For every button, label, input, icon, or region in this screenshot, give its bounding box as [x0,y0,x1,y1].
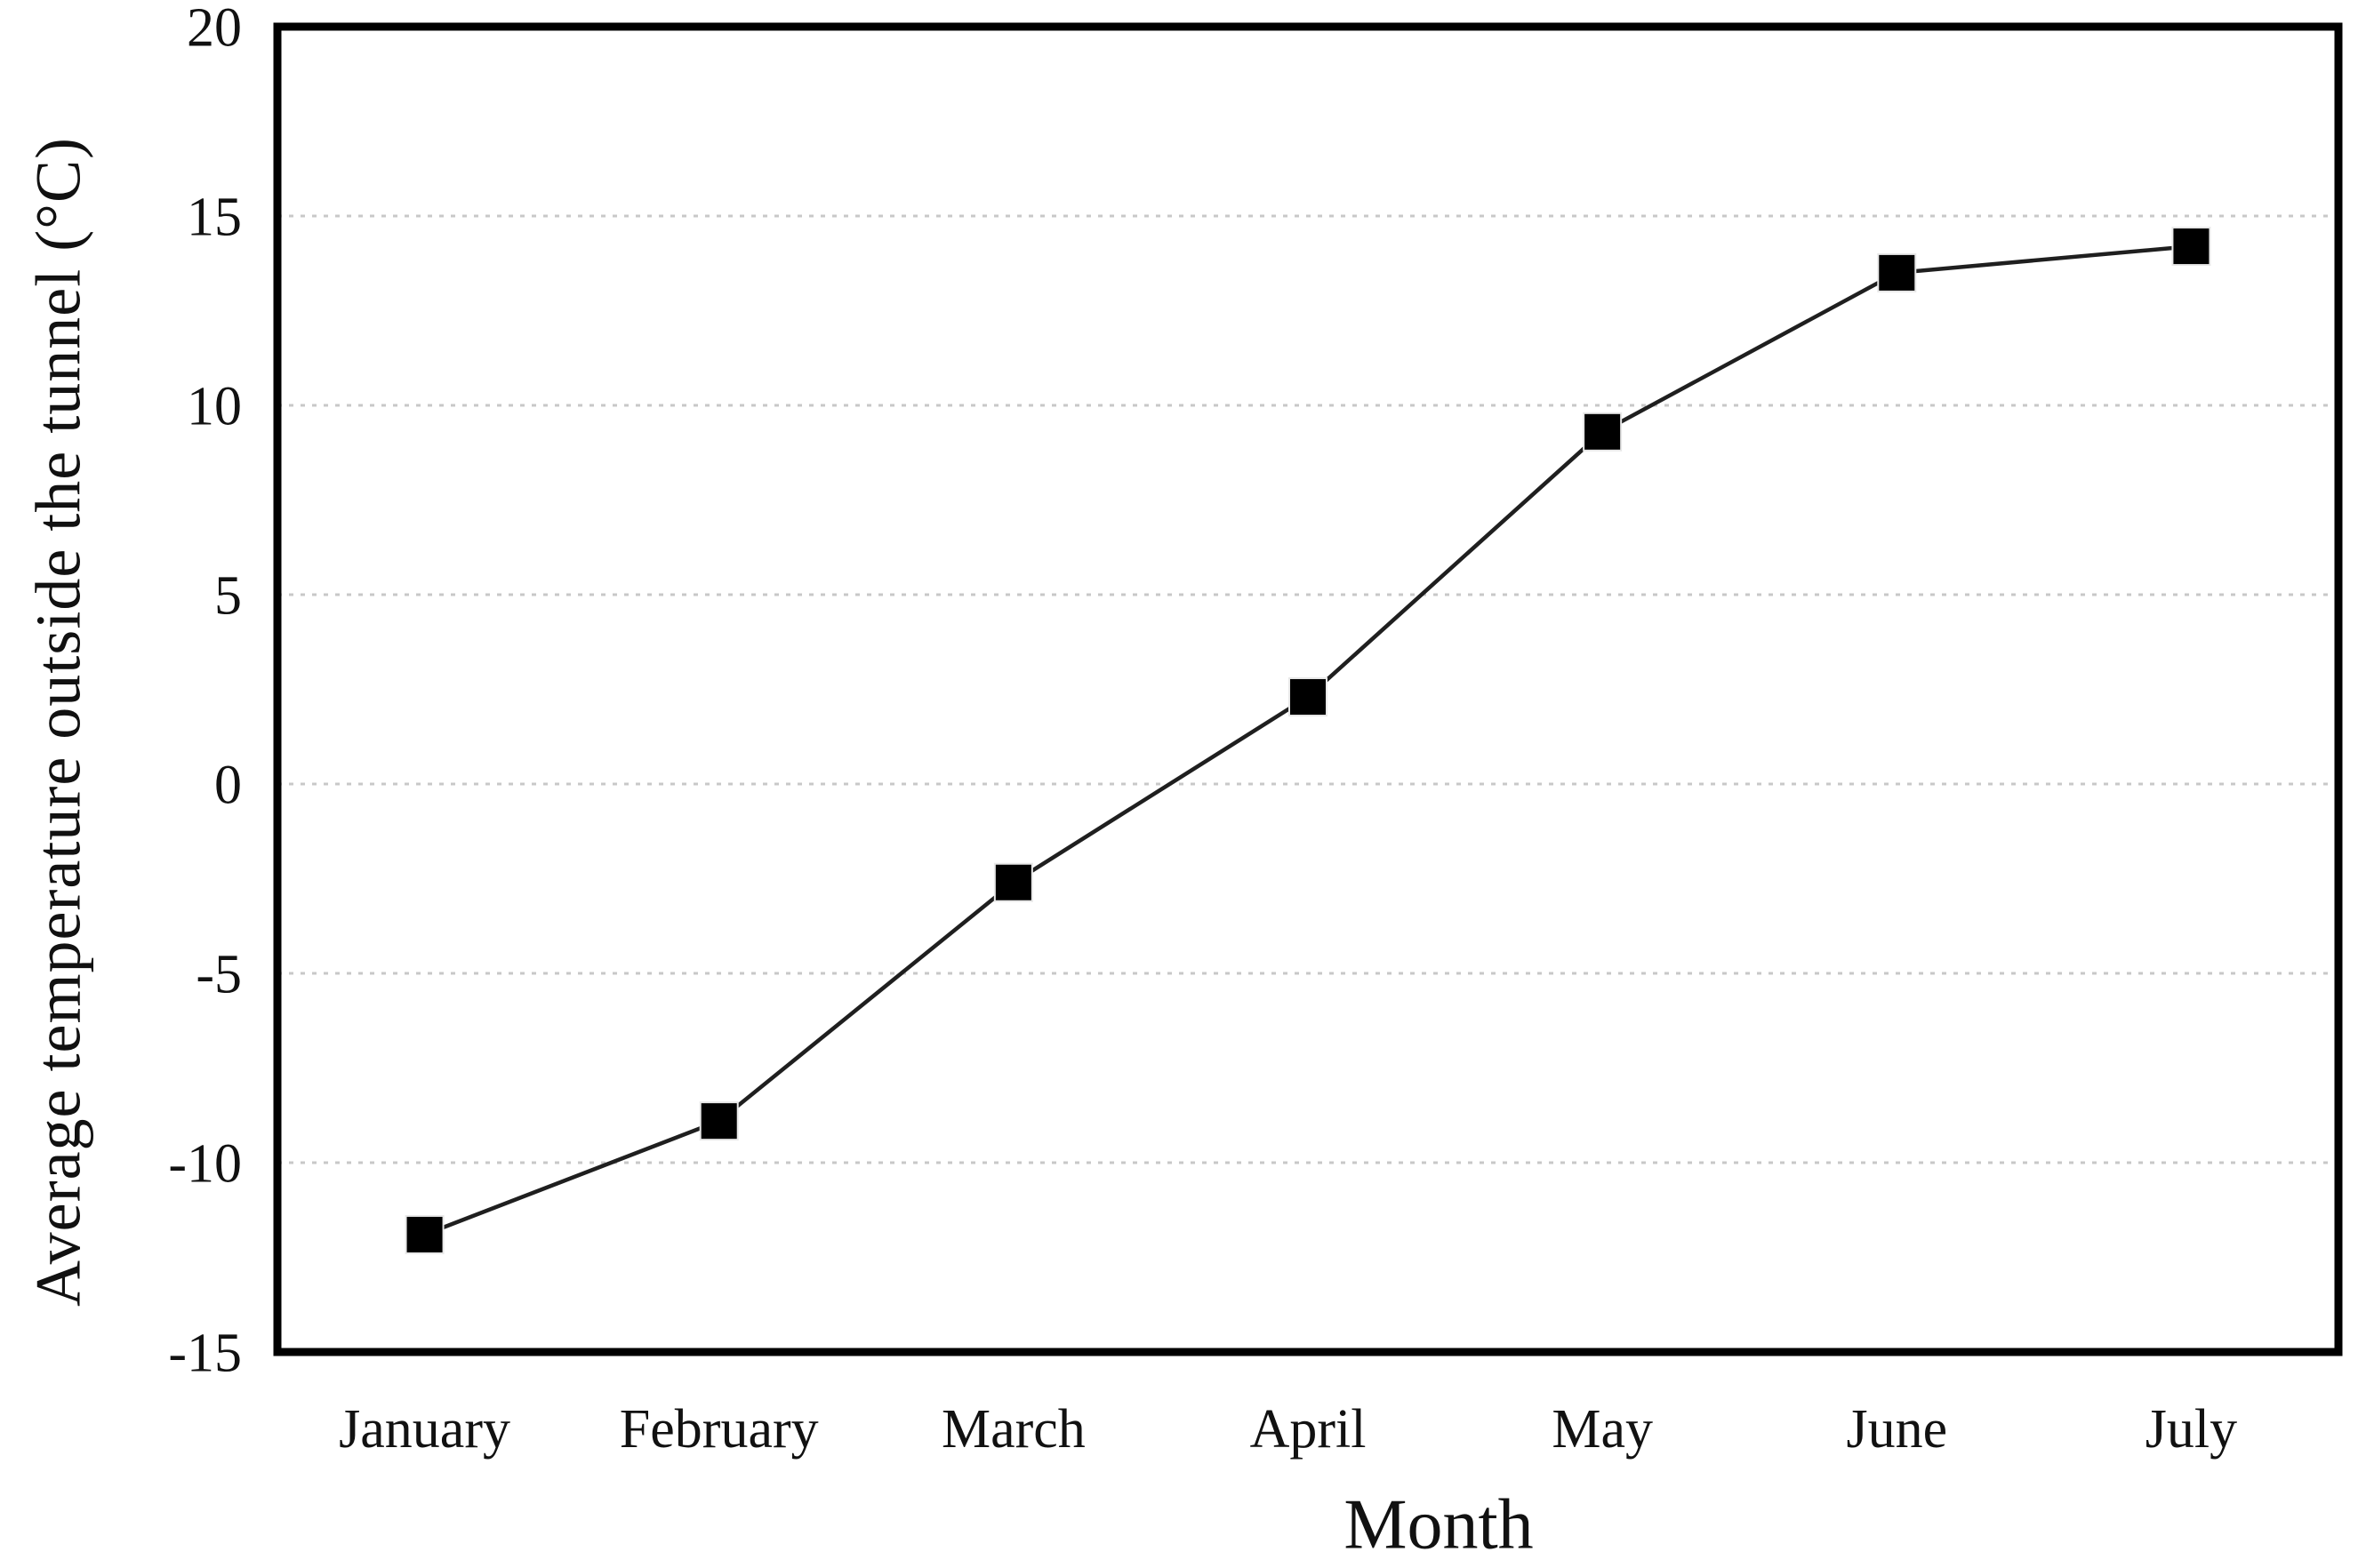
data-point-marker [1877,252,1917,292]
x-tick-label: January [339,1399,510,1460]
x-axis-title: Month [1343,1485,1534,1564]
x-tick-label: July [2145,1399,2237,1460]
data-point-marker [699,1101,739,1141]
data-point-marker [993,862,1033,902]
data-point-marker [1583,412,1623,452]
x-tick-label: March [942,1399,1086,1460]
y-tick-label: 10 [187,377,242,437]
y-tick-label: -5 [196,945,242,1005]
y-tick-label: 5 [214,566,242,627]
data-point-marker [405,1214,445,1254]
plot-border [273,22,2343,1356]
data-point-marker [2171,227,2211,267]
x-tick-label: June [1846,1399,1947,1460]
x-tick-label: May [1552,1399,1653,1460]
series-line [423,244,2192,1237]
y-tick-label: 0 [214,756,242,816]
y-tick-label: 20 [187,0,242,59]
x-tick-label: February [620,1399,819,1460]
y-tick-label: 15 [187,188,242,248]
y-tick-label: -15 [168,1324,242,1384]
data-point-marker [1288,677,1327,717]
y-tick-label: -10 [168,1134,242,1195]
x-tick-label: April [1250,1399,1367,1460]
y-axis-title: Average temperature outside the tunnel (… [22,137,94,1307]
